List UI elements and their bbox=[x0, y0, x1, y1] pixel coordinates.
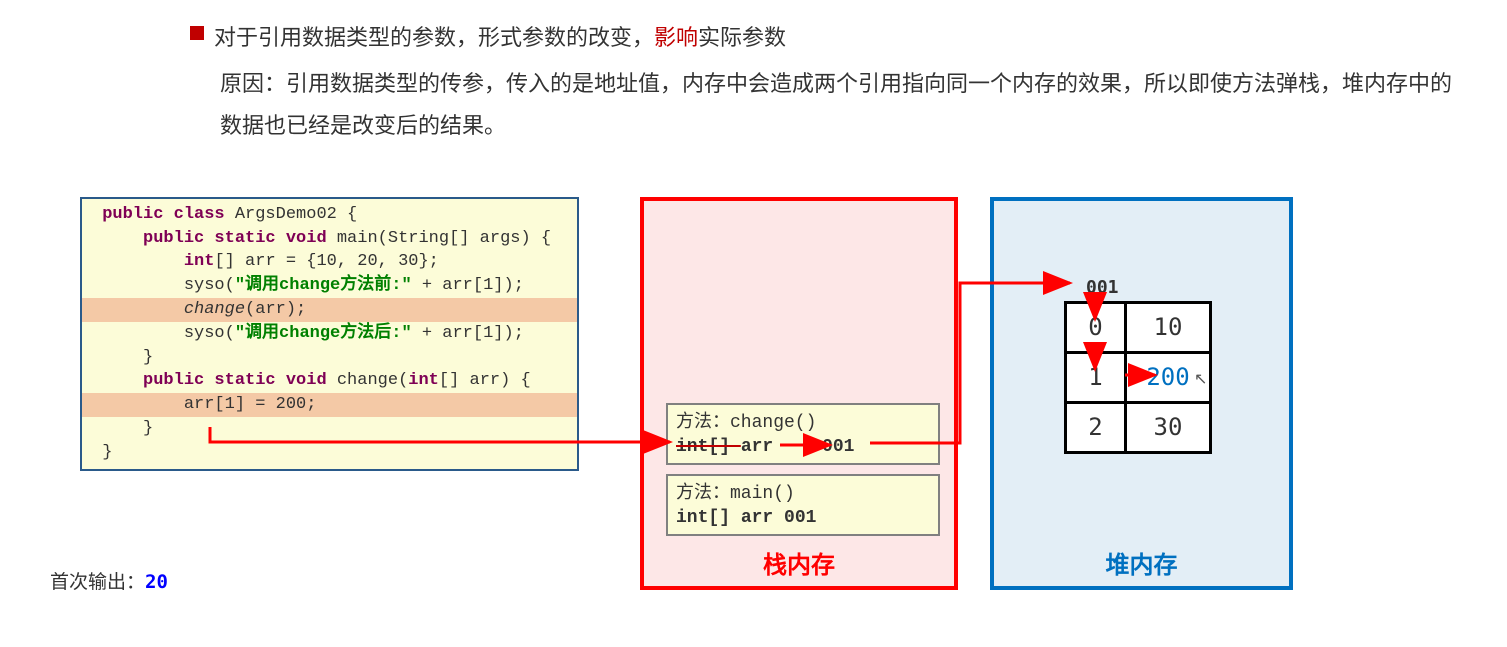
bullet-row: 对于引用数据类型的参数，形式参数的改变，影响实际参数 bbox=[190, 20, 1467, 55]
heap-label: 堆内存 bbox=[994, 545, 1289, 580]
code-hl-assign: arr[1] = 200; bbox=[82, 393, 577, 417]
table-row: 010 bbox=[1066, 302, 1211, 352]
val-cell: 10 bbox=[1126, 302, 1211, 352]
output-value: 20 bbox=[145, 571, 168, 593]
bullet-emph: 影响 bbox=[654, 25, 698, 50]
stack-frame-main: 方法：main() int[] arr 001 bbox=[666, 474, 940, 537]
idx-cell: 1 bbox=[1066, 352, 1126, 402]
val-cell: 30 bbox=[1126, 402, 1211, 452]
bullet-post: 实际参数 bbox=[698, 25, 786, 50]
stack-label: 栈内存 bbox=[644, 545, 954, 580]
cursor-icon: ↖ bbox=[1194, 369, 1207, 389]
idx-cell: 0 bbox=[1066, 302, 1126, 352]
stack-memory-box: 方法：change() int[] arr 001 方法：main() int[… bbox=[640, 197, 958, 590]
heap-memory-box: 001 010 1200 230 ↖ 堆内存 bbox=[990, 197, 1293, 590]
table-row: 230 bbox=[1066, 402, 1211, 452]
bullet-icon bbox=[190, 26, 204, 40]
table-row: 1200 bbox=[1066, 352, 1211, 402]
stack-frame-change: 方法：change() int[] arr 001 bbox=[666, 403, 940, 466]
frame-main-addr: 001 bbox=[784, 508, 816, 528]
heap-address: 001 bbox=[1086, 277, 1119, 298]
heap-array-table: 010 1200 230 bbox=[1064, 301, 1212, 454]
idx-cell: 2 bbox=[1066, 402, 1126, 452]
frame-change-addr: 001 bbox=[822, 437, 854, 457]
bullet-pre: 对于引用数据类型的参数，形式参数的改变， bbox=[214, 25, 654, 50]
memory-diagram: public class ArgsDemo02 { public static … bbox=[40, 197, 1440, 617]
bullet-text: 对于引用数据类型的参数，形式参数的改变，影响实际参数 bbox=[214, 20, 786, 55]
code-box: public class ArgsDemo02 { public static … bbox=[80, 197, 579, 471]
output-label: 首次输出： bbox=[50, 572, 145, 593]
reason-text: 原因：引用数据类型的传参，传入的是地址值，内存中会造成两个引用指向同一个内存的效… bbox=[220, 63, 1467, 147]
output-line: 首次输出：20 bbox=[50, 567, 168, 594]
code-hl-call: change(arr); bbox=[82, 298, 577, 322]
